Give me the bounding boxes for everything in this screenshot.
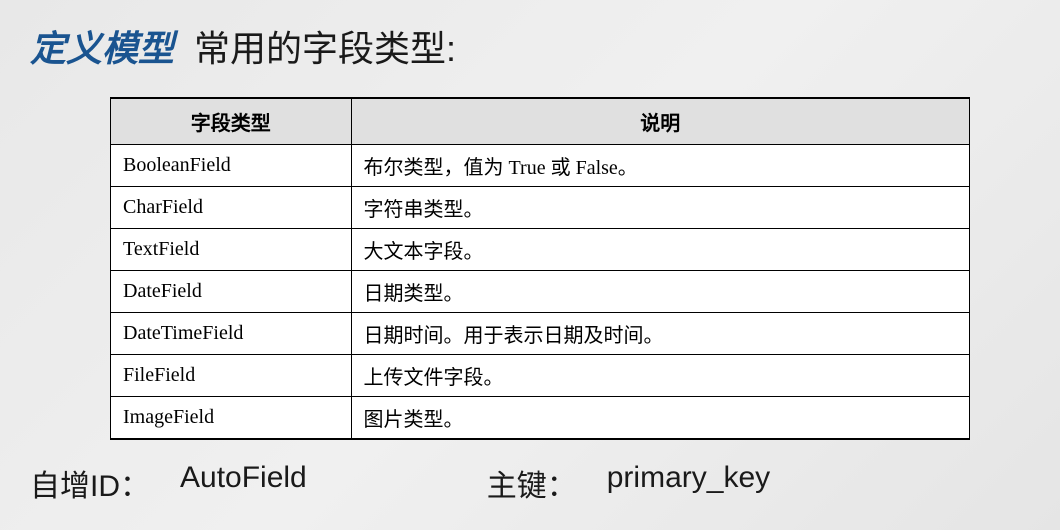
title-secondary: 常用的字段类型: — [194, 20, 456, 72]
cell-description: 图片类型。 — [351, 397, 969, 440]
cell-description: 大文本字段。 — [351, 229, 969, 271]
title-primary: 定义模型 — [30, 20, 174, 72]
cell-field-type: DateField — [111, 271, 352, 313]
footer-label: 自增ID： — [30, 461, 150, 505]
table-row: CharField 字符串类型。 — [111, 187, 970, 229]
field-types-table: 字段类型 说明 BooleanField 布尔类型，值为 True 或 Fals… — [110, 97, 970, 440]
cell-description: 布尔类型，值为 True 或 False。 — [351, 145, 969, 187]
footer-value: primary_key — [607, 461, 770, 505]
cell-field-type: DateTimeField — [111, 313, 352, 355]
footer-value: AutoField — [180, 461, 307, 505]
table-header-row: 字段类型 说明 — [111, 98, 970, 145]
table-row: ImageField 图片类型。 — [111, 397, 970, 440]
cell-description: 日期时间。用于表示日期及时间。 — [351, 313, 969, 355]
table-row: TextField 大文本字段。 — [111, 229, 970, 271]
cell-field-type: FileField — [111, 355, 352, 397]
footer-label: 主键： — [487, 461, 577, 505]
table-container: 字段类型 说明 BooleanField 布尔类型，值为 True 或 Fals… — [110, 97, 970, 440]
table-row: BooleanField 布尔类型，值为 True 或 False。 — [111, 145, 970, 187]
footer-item-primarykey: 主键： primary_key — [487, 461, 770, 505]
table-row: DateTimeField 日期时间。用于表示日期及时间。 — [111, 313, 970, 355]
table-row: FileField 上传文件字段。 — [111, 355, 970, 397]
table-row: DateField 日期类型。 — [111, 271, 970, 313]
cell-field-type: ImageField — [111, 397, 352, 440]
cell-description: 字符串类型。 — [351, 187, 969, 229]
column-header-field-type: 字段类型 — [111, 98, 352, 145]
cell-field-type: CharField — [111, 187, 352, 229]
cell-field-type: TextField — [111, 229, 352, 271]
header: 定义模型 常用的字段类型: — [30, 20, 1030, 72]
cell-description: 日期类型。 — [351, 271, 969, 313]
footer: 自增ID： AutoField 主键： primary_key — [30, 461, 1030, 505]
cell-field-type: BooleanField — [111, 145, 352, 187]
cell-description: 上传文件字段。 — [351, 355, 969, 397]
footer-item-autofield: 自增ID： AutoField — [30, 461, 307, 505]
column-header-description: 说明 — [351, 98, 969, 145]
